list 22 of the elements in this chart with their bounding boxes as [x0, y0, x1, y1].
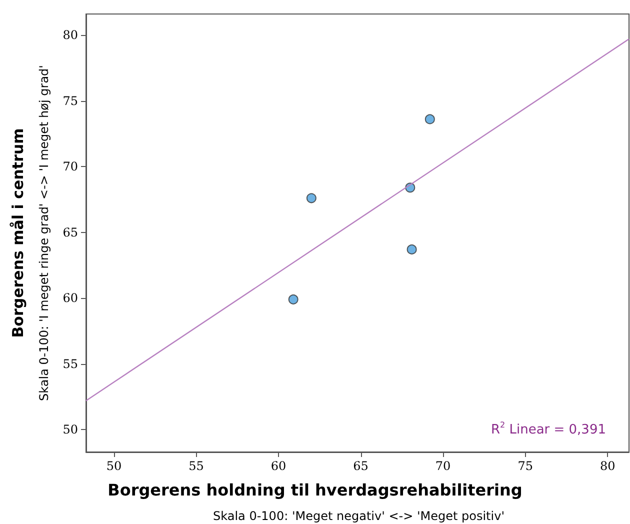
- y-tick-label: 60: [62, 291, 78, 306]
- y-axis-title: Borgerens mål i centrum: [9, 128, 27, 338]
- x-tick-label: 80: [600, 459, 616, 473]
- y-tick-label: 75: [62, 94, 78, 108]
- point: [406, 244, 417, 254]
- y-tick-label: 50: [62, 422, 78, 437]
- x-tick-label: 75: [518, 459, 533, 473]
- point: [306, 193, 316, 204]
- x-axis-title: Borgerens holdning til hverdagsrehabilitering: [108, 480, 522, 500]
- point: [288, 294, 298, 304]
- x-tick-label: 50: [106, 459, 122, 473]
- x-tick-label: 55: [188, 459, 204, 473]
- x-tick-label: 70: [435, 459, 451, 473]
- text: Skala 0-100: 'I meget ringe grad' <-> 'I meget høj grad': [37, 65, 51, 401]
- y-tick-label: 55: [62, 356, 78, 371]
- y-tick-label: 65: [62, 225, 78, 240]
- y-tick-label: 80: [62, 28, 78, 42]
- x-tick-label: 60: [270, 459, 286, 473]
- y-tick-label: 70: [62, 160, 78, 174]
- text: Skala 0-100: 'Meget negativ' <-> 'Meget positiv': [213, 509, 504, 523]
- point: [424, 114, 435, 124]
- x-tick-label: 65: [353, 459, 368, 473]
